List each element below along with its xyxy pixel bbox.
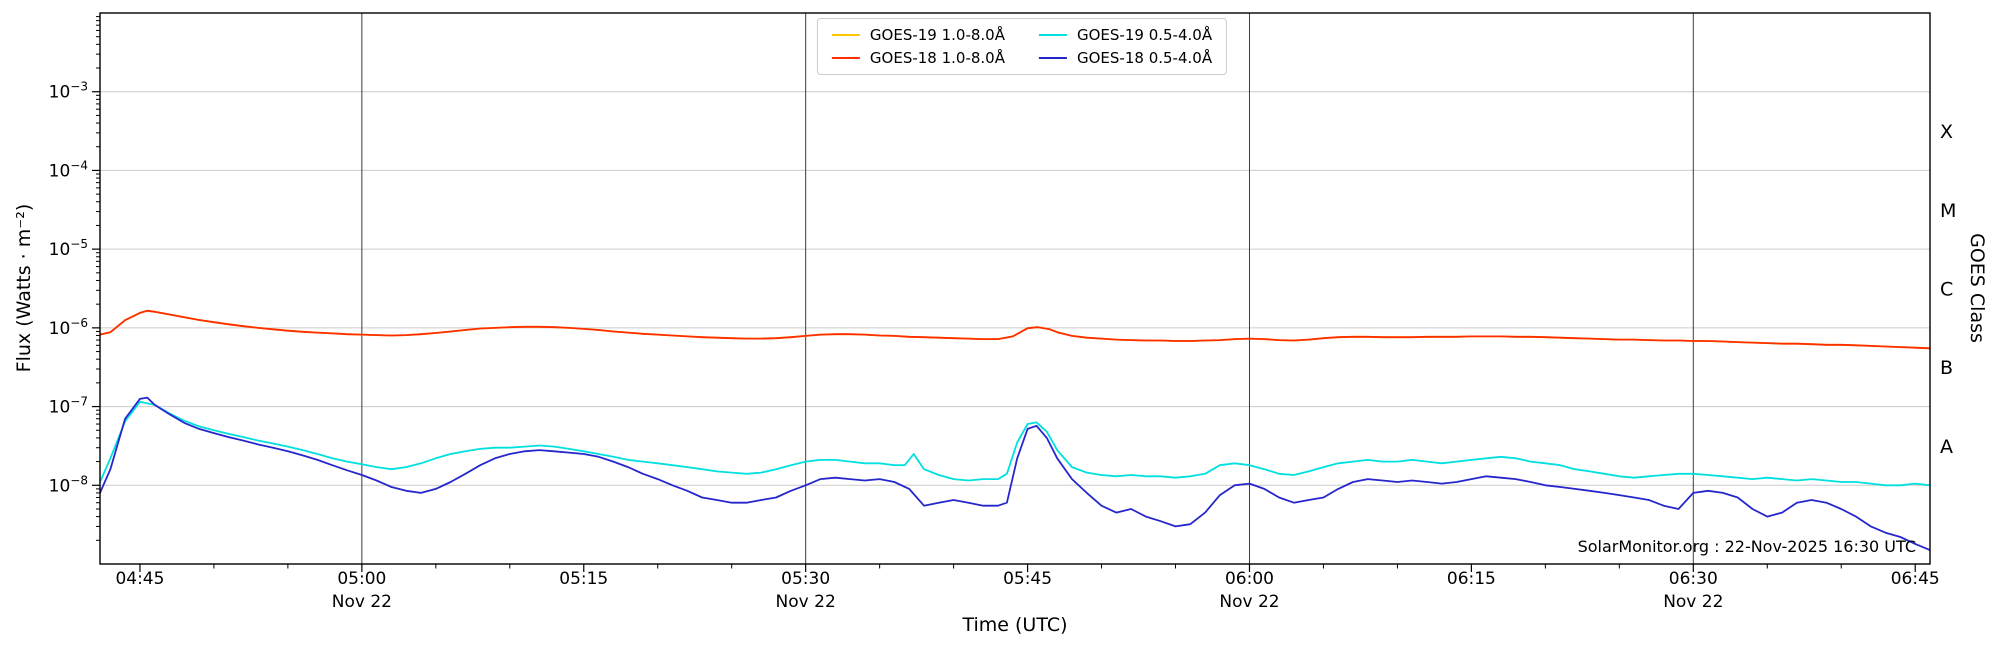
y-axis-label: Flux (Watts · m⁻²) bbox=[13, 203, 35, 373]
x-tick-label: 04:45 bbox=[115, 569, 164, 589]
y-tick-label: 10−6 bbox=[49, 316, 88, 339]
series-line-goes18-short bbox=[100, 396, 1930, 551]
x-tick-date-label: Nov 22 bbox=[1663, 592, 1723, 612]
legend-item-label: GOES-19 1.0-8.0Å bbox=[869, 26, 1005, 44]
watermark-text: SolarMonitor.org : 22-Nov-2025 16:30 UTC bbox=[1577, 537, 1916, 556]
legend-item: GOES-19 0.5-4.0Å bbox=[1039, 26, 1212, 44]
series-line-goes19-short bbox=[100, 400, 1930, 487]
goes-class-label: A bbox=[1940, 436, 1953, 458]
legend: GOES-19 1.0-8.0Å GOES-19 0.5-4.0Å GOES-18 … bbox=[816, 18, 1228, 75]
series-group bbox=[100, 309, 1930, 551]
y-tick-label: 10−7 bbox=[49, 395, 88, 418]
x-tick-label: 06:45 bbox=[1891, 569, 1940, 589]
goes-class-label: B bbox=[1940, 357, 1953, 379]
legend-item-label: GOES-19 0.5-4.0Å bbox=[1077, 26, 1213, 44]
series-line-goes18-long bbox=[100, 309, 1930, 350]
goes-class-label: X bbox=[1940, 121, 1953, 143]
goes-class-label: C bbox=[1940, 279, 1953, 301]
legend-line-sample bbox=[1039, 34, 1067, 36]
x-axis-label: Time (UTC) bbox=[962, 614, 1068, 636]
legend-line-sample bbox=[1039, 57, 1067, 59]
plot-frame bbox=[99, 12, 1931, 565]
x-tick-label: 05:15 bbox=[559, 569, 608, 589]
legend-item-label: GOES-18 1.0-8.0Å bbox=[869, 49, 1005, 67]
x-tick-label: 05:45 bbox=[1003, 569, 1052, 589]
legend-item: GOES-18 1.0-8.0Å bbox=[831, 49, 1005, 67]
legend-line-sample bbox=[831, 34, 860, 36]
y-tick-label: 10−4 bbox=[49, 158, 88, 181]
y-tick-label: 10−3 bbox=[49, 80, 88, 103]
x-tick-date-label: Nov 22 bbox=[776, 592, 836, 612]
legend-item: GOES-18 0.5-4.0Å bbox=[1039, 49, 1212, 67]
x-tick-label: 05:00 bbox=[337, 569, 386, 589]
series-line-goes19-long bbox=[100, 309, 1930, 350]
legend-item: GOES-19 1.0-8.0Å bbox=[831, 26, 1005, 44]
x-tick-date-label: Nov 22 bbox=[1219, 592, 1279, 612]
goes-class-label: M bbox=[1940, 200, 1956, 222]
x-tick-label: 06:15 bbox=[1447, 569, 1496, 589]
legend-line-sample bbox=[831, 57, 860, 59]
x-tick-label: 05:30 bbox=[781, 569, 830, 589]
y-tick-label: 10−5 bbox=[49, 237, 88, 260]
x-tick-date-label: Nov 22 bbox=[332, 592, 392, 612]
legend-item-label: GOES-18 0.5-4.0Å bbox=[1077, 49, 1213, 67]
right-axis-label: GOES Class bbox=[1966, 233, 1988, 343]
x-tick-label: 06:30 bbox=[1669, 569, 1718, 589]
x-tick-label: 06:00 bbox=[1225, 569, 1274, 589]
y-tick-label: 10−8 bbox=[49, 473, 88, 496]
